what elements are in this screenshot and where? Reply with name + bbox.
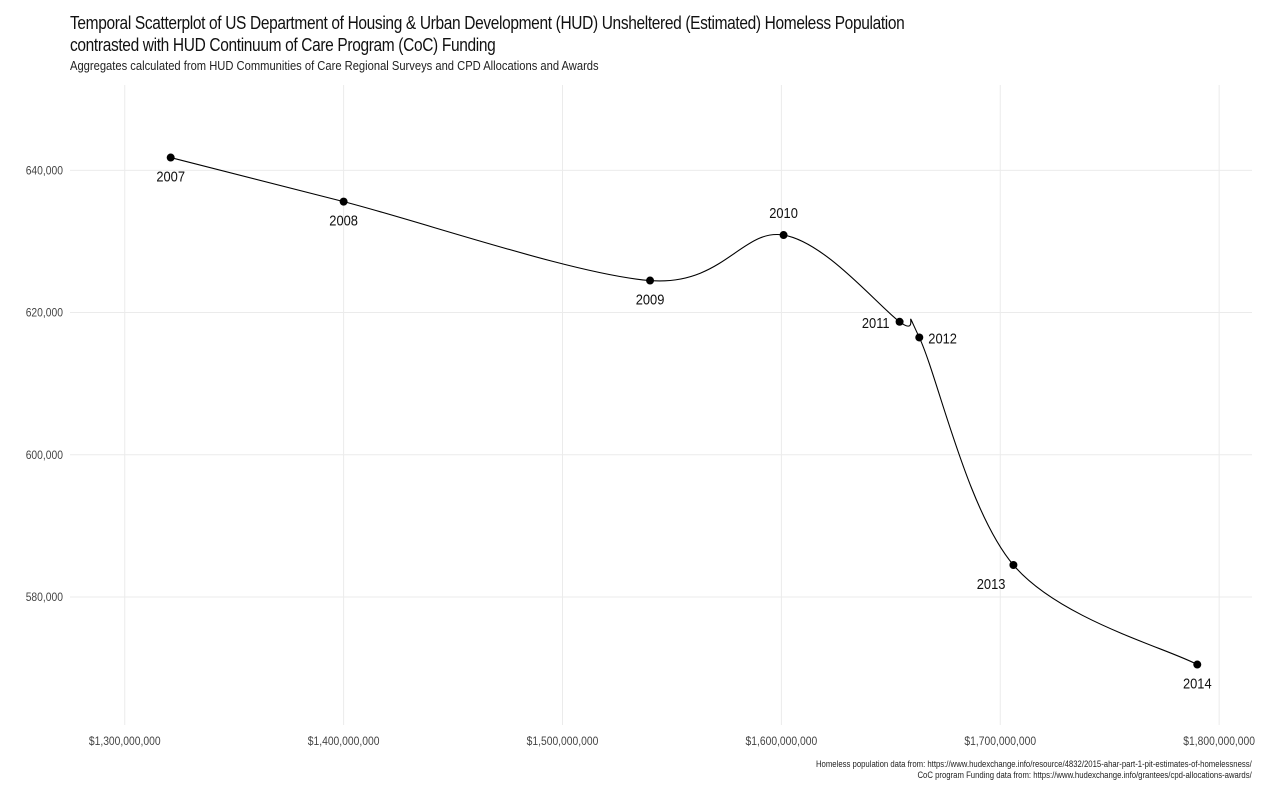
y-tick-label: 620,000 <box>26 307 63 320</box>
data-points-layer <box>166 153 1202 669</box>
data-point-2014 <box>1193 660 1202 669</box>
chart-caption: Homeless population data from: https://w… <box>816 759 1252 781</box>
grid-layer <box>70 85 1252 725</box>
point-labels-layer: 2007 2008 2009 2010 2011 2012 2013 2014 <box>156 168 1211 692</box>
point-label-2012: 2012 <box>928 330 957 347</box>
x-tick-label: $1,400,000,000 <box>308 735 380 748</box>
caption-source-funding: CoC program Funding data from: https://w… <box>917 770 1252 780</box>
x-tick-label: $1,300,000,000 <box>89 735 161 748</box>
chart-title-line-2: contrasted with HUD Continuum of Care Pr… <box>70 35 496 55</box>
data-point-2013 <box>1009 561 1018 569</box>
x-tick-label: $1,800,000,000 <box>1183 735 1255 748</box>
point-label-2007: 2007 <box>156 168 185 185</box>
point-label-2010: 2010 <box>769 204 798 221</box>
connecting-line <box>170 157 1198 666</box>
x-tick-label: $1,500,000,000 <box>527 735 599 748</box>
data-point-2008 <box>339 197 348 206</box>
x-tick-label: $1,700,000,000 <box>964 735 1036 748</box>
data-point-2010 <box>779 231 788 240</box>
y-tick-label: 640,000 <box>26 165 63 178</box>
point-label-2011: 2011 <box>862 314 890 331</box>
x-tick-label: $1,600,000,000 <box>746 735 818 748</box>
point-label-2008: 2008 <box>329 212 358 229</box>
data-point-2012 <box>915 333 924 342</box>
chart-subtitle: Aggregates calculated from HUD Communiti… <box>70 58 599 73</box>
data-point-2009 <box>646 276 655 285</box>
chart-header: Temporal Scatterplot of US Department of… <box>70 12 1070 74</box>
y-tick-label: 580,000 <box>26 591 63 604</box>
point-label-2013: 2013 <box>977 575 1006 592</box>
caption-source-homeless: Homeless population data from: https://w… <box>816 759 1252 769</box>
point-label-2009: 2009 <box>636 291 665 308</box>
data-point-2011 <box>895 317 904 326</box>
data-point-2007 <box>166 153 175 162</box>
chart-title-line-1: Temporal Scatterplot of US Department of… <box>70 13 905 33</box>
y-tick-label: 600,000 <box>26 449 63 462</box>
axis-labels-layer: $1,300,000,000 $1,400,000,000 $1,500,000,0… <box>26 165 1255 749</box>
point-label-2014: 2014 <box>1183 675 1212 692</box>
connecting-line-layer <box>170 157 1198 666</box>
